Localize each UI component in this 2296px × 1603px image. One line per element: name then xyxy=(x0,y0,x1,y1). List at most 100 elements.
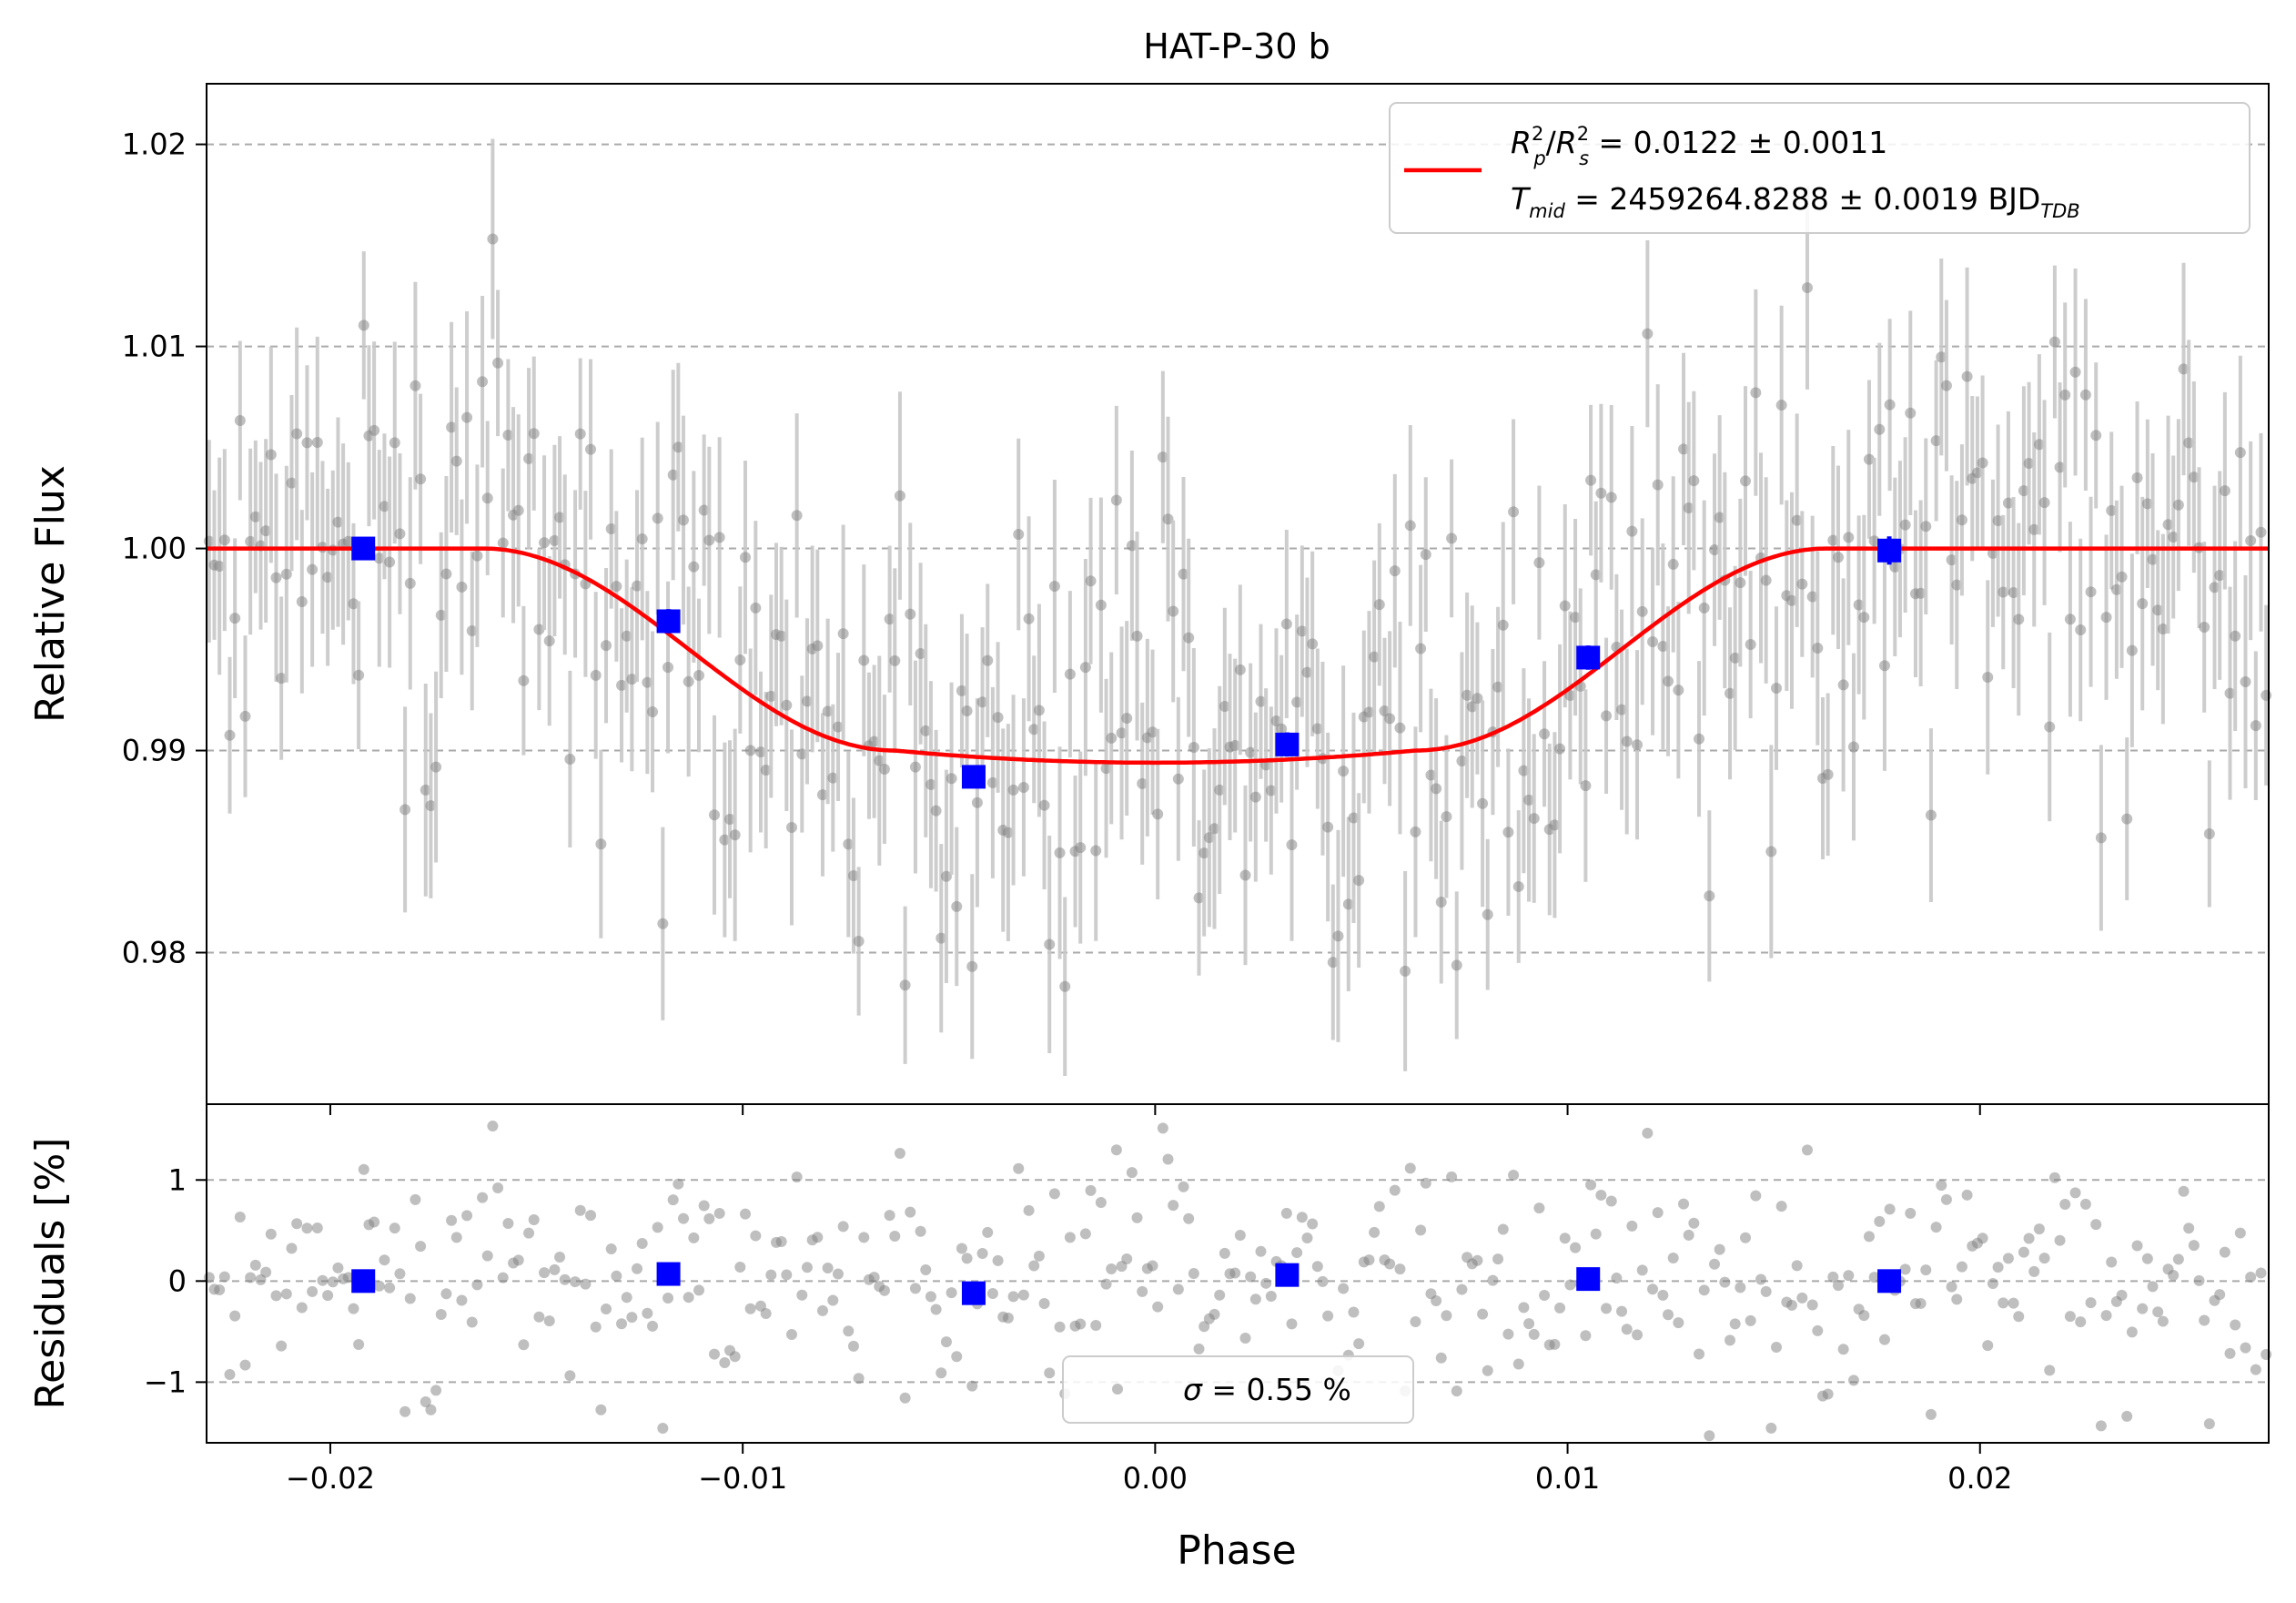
flux-raw-point xyxy=(2079,389,2091,401)
flux-raw-point xyxy=(1502,827,1514,838)
flux-raw-point xyxy=(847,870,859,882)
residual-raw-point xyxy=(663,1293,674,1304)
flux-raw-point xyxy=(946,773,957,785)
legend-depth-label: R2 p/R2 s = 0.0122 ± 0.0011 xyxy=(1511,123,1887,169)
flux-raw-point xyxy=(1770,683,1782,695)
flux-raw-point xyxy=(1765,846,1777,857)
residual-raw-point xyxy=(2203,1418,2215,1430)
flux-raw-point xyxy=(1075,842,1087,854)
flux-raw-point xyxy=(1431,783,1442,795)
residual-raw-point xyxy=(966,1380,978,1392)
residual-raw-point xyxy=(2183,1223,2195,1234)
residual-raw-point xyxy=(1446,1171,1458,1182)
flux-raw-point xyxy=(1028,724,1040,736)
flux-raw-point xyxy=(2095,832,2107,844)
flux-raw-point xyxy=(1462,689,1473,701)
residual-raw-point xyxy=(1492,1253,1504,1265)
residual-raw-point xyxy=(1162,1153,1174,1165)
flux-raw-point xyxy=(884,614,895,625)
residual-raw-point xyxy=(657,1423,669,1435)
flux-raw-point xyxy=(1940,380,1952,391)
flux-raw-point xyxy=(249,511,261,522)
flux-raw-point xyxy=(894,490,905,502)
residual-raw-point xyxy=(1992,1262,2004,1273)
residual-raw-point xyxy=(775,1236,787,1248)
flux-raw-point xyxy=(2147,553,2159,565)
residual-raw-point xyxy=(358,1163,369,1175)
flux-raw-point xyxy=(1740,475,1752,487)
residual-raw-point xyxy=(379,1254,390,1266)
flux-binned-point xyxy=(656,609,681,634)
residual-raw-point xyxy=(884,1210,895,1222)
residual-raw-point xyxy=(1152,1301,1164,1313)
residual-raw-point xyxy=(369,1216,380,1228)
flux-raw-point xyxy=(595,838,607,850)
residual-raw-point xyxy=(487,1121,499,1132)
flux-raw-point xyxy=(1420,549,1431,561)
residual-raw-point xyxy=(1512,1358,1524,1370)
flux-raw-point xyxy=(1332,930,1344,942)
residual-raw-point xyxy=(1373,1201,1385,1212)
residual-raw-point xyxy=(425,1404,437,1415)
flux-raw-point xyxy=(492,357,504,369)
flux-raw-point xyxy=(218,534,230,546)
flux-raw-point xyxy=(1482,908,1493,920)
flux-raw-point xyxy=(353,669,365,681)
flux-raw-point xyxy=(265,449,277,461)
flux-raw-point xyxy=(1280,618,1292,630)
flux-raw-point xyxy=(1400,965,1411,977)
flux-raw-point xyxy=(1497,619,1509,631)
flux-raw-point xyxy=(1270,715,1282,727)
flux-raw-point xyxy=(889,654,901,666)
residual-raw-point xyxy=(719,1357,731,1369)
residual-raw-point xyxy=(1394,1263,1406,1275)
residuals-binned-point xyxy=(1576,1267,1601,1292)
residual-raw-point xyxy=(1121,1253,1133,1264)
residual-raw-point xyxy=(1085,1184,1097,1196)
residual-raw-point xyxy=(1580,1330,1592,1342)
residual-raw-point xyxy=(894,1148,905,1160)
flux-raw-point xyxy=(440,568,452,580)
residual-raw-point xyxy=(1632,1329,1644,1341)
flux-raw-point xyxy=(523,452,535,464)
residuals-raw-points xyxy=(203,1121,2272,1442)
flux-raw-point xyxy=(1338,766,1350,777)
residual-raw-point xyxy=(961,1253,973,1264)
residual-raw-point xyxy=(1291,1247,1303,1259)
residual-raw-point xyxy=(1168,1200,1179,1212)
flux-raw-point xyxy=(1095,599,1107,611)
residual-raw-point xyxy=(765,1269,777,1281)
residual-raw-point xyxy=(1384,1258,1396,1270)
residual-raw-point xyxy=(214,1284,226,1296)
flux-raw-point xyxy=(549,534,561,546)
flux-raw-point xyxy=(1915,587,1927,599)
residual-raw-point xyxy=(1363,1254,1375,1266)
flux-raw-point xyxy=(878,764,890,776)
flux-raw-point xyxy=(1404,520,1416,532)
residual-raw-point xyxy=(1775,1201,1787,1212)
flux-y-ticks: 0.98 0.99 1.00 1.01 1.02 xyxy=(122,127,207,970)
flux-raw-point xyxy=(986,776,998,788)
residual-raw-point xyxy=(1064,1232,1076,1243)
flux-raw-point xyxy=(2110,583,2122,595)
flux-raw-point xyxy=(729,829,741,841)
flux-raw-point xyxy=(280,568,292,580)
residual-raw-point xyxy=(1760,1285,1772,1297)
flux-raw-point xyxy=(1508,506,1520,518)
residual-raw-point xyxy=(1801,1144,1813,1156)
flux-raw-point xyxy=(1899,519,1911,531)
residual-raw-point xyxy=(2147,1281,2159,1293)
residual-raw-point xyxy=(1260,1277,1272,1289)
residual-raw-point xyxy=(1667,1252,1679,1263)
residual-raw-point xyxy=(2095,1420,2107,1432)
residual-raw-point xyxy=(636,1237,648,1249)
residual-raw-point xyxy=(837,1221,849,1233)
flux-raw-point xyxy=(1822,768,1834,780)
residual-raw-point xyxy=(1884,1203,1896,1215)
residual-raw-point xyxy=(632,1263,643,1274)
flux-raw-point xyxy=(1837,679,1849,691)
residual-raw-point xyxy=(816,1304,828,1316)
flux-panel: 0.98 0.99 1.00 1.01 1.02 Relative Flux R2 p/R… xyxy=(27,83,2272,1105)
residual-raw-point xyxy=(342,1272,354,1283)
flux-raw-point xyxy=(2188,472,2200,483)
